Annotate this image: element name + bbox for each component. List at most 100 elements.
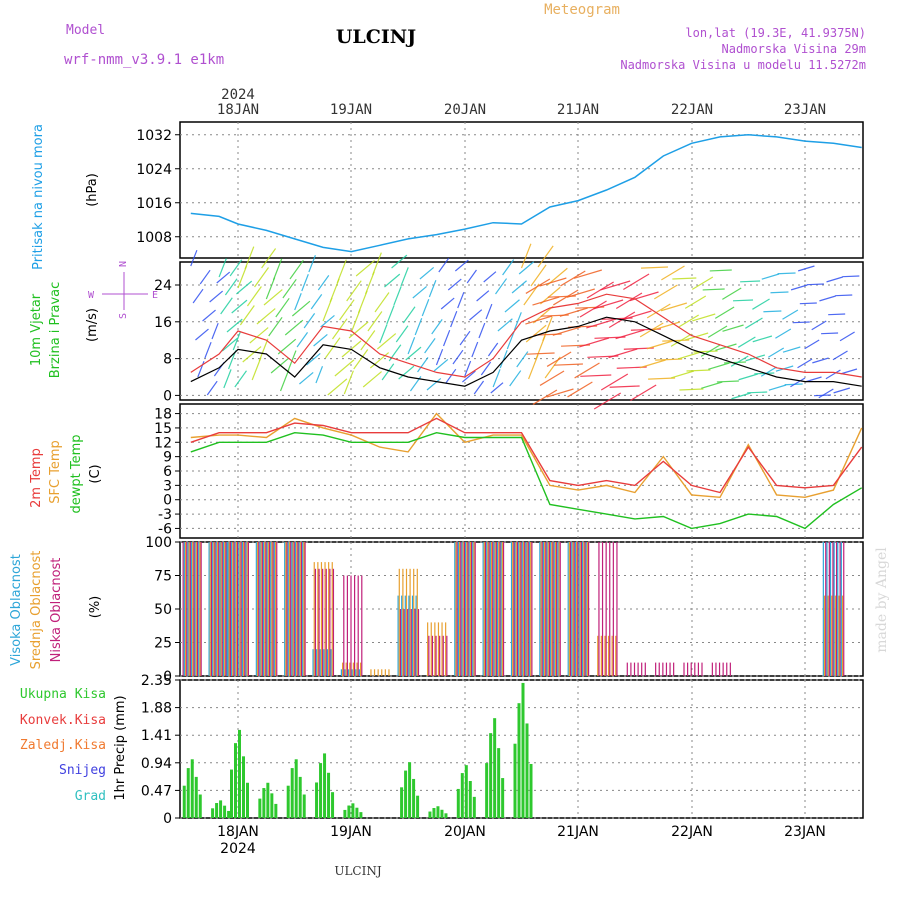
- cloud-unit: (%): [88, 596, 103, 619]
- wind-barb: [655, 358, 683, 361]
- wind-barb: [567, 381, 593, 398]
- compass-w: W: [88, 290, 95, 301]
- wind-barb: [464, 360, 472, 377]
- y-tick-label: -3: [158, 507, 172, 523]
- top-day-label: 22JAN: [671, 102, 713, 118]
- wind-barb: [487, 342, 499, 357]
- wind-barb: [469, 309, 483, 321]
- y-tick-label: 1.41: [141, 728, 172, 744]
- wind-barb: [249, 327, 269, 344]
- y-tick-label: 3: [163, 478, 172, 494]
- wind-barb: [324, 337, 341, 359]
- top-day-label: 18JAN: [217, 102, 259, 118]
- precip-bar: [428, 811, 432, 818]
- wind-barb: [218, 258, 227, 278]
- wind-barb: [232, 331, 242, 351]
- wind-barb: [462, 370, 476, 383]
- top-day-label: 21JAN: [557, 102, 599, 118]
- wind-barb: [686, 369, 711, 372]
- wind-barb: [294, 293, 302, 311]
- wind-barb: [499, 350, 508, 369]
- wind-barb: [365, 271, 375, 295]
- wind-barb: [684, 295, 707, 309]
- sfc-temp-line: [190, 412, 863, 499]
- y-tick-labels: 1008101610241032081624-6-303691215180255…: [136, 128, 172, 827]
- wind-barb: [226, 318, 243, 333]
- wind-barb: [539, 277, 567, 287]
- wind-label-2: Brzina i Pravac: [48, 282, 63, 379]
- wind-barb: [431, 319, 443, 335]
- wind-barb: [553, 363, 583, 366]
- wind-barb: [234, 370, 247, 388]
- wind-barb: [377, 333, 397, 350]
- wind-barb: [546, 351, 572, 367]
- wind-barb: [447, 278, 462, 291]
- y-tick-label: 1016: [136, 196, 172, 212]
- wind-barb: [804, 339, 820, 350]
- bottom-day-label: 19JAN: [330, 824, 372, 840]
- panel-frame: [179, 403, 864, 539]
- y-tick-label: 0: [163, 811, 172, 827]
- wind-barb: [450, 310, 458, 328]
- wind-barb: [559, 307, 588, 317]
- wind-barb: [752, 298, 770, 310]
- wind-barb: [258, 338, 269, 362]
- wind-barb: [315, 366, 324, 384]
- wind-barb: [435, 348, 444, 366]
- wind-barb: [346, 280, 362, 302]
- meteogram-label: Meteogram: [544, 2, 620, 18]
- wind-barb: [672, 277, 697, 280]
- precip-bar: [408, 762, 412, 818]
- y-tick-label: 50: [154, 602, 172, 618]
- precip-bar: [444, 813, 448, 818]
- precip-bar: [258, 798, 262, 818]
- wind-barb: [653, 284, 678, 300]
- wind-barb: [818, 388, 834, 399]
- wind-barb: [580, 374, 612, 377]
- wind-barb: [454, 259, 469, 272]
- wind-barb: [622, 310, 652, 321]
- wind-barb: [379, 324, 388, 344]
- wind-barb: [826, 276, 843, 283]
- wind-barb: [708, 362, 730, 370]
- wind-barb: [284, 319, 304, 336]
- wind-barb: [236, 280, 253, 295]
- top-day-label: 23JAN: [784, 102, 826, 118]
- wind-barb: [835, 294, 853, 297]
- precip-bar: [323, 753, 327, 818]
- wind-barb: [615, 292, 643, 309]
- temp-2m-line: [190, 417, 863, 494]
- wind-barb: [343, 370, 354, 395]
- wind-barb: [546, 388, 574, 398]
- y-tick-label: 0: [163, 493, 172, 509]
- wind-barb: [199, 269, 211, 285]
- wind-speed-line: [190, 316, 862, 387]
- wind-barb: [502, 259, 515, 276]
- precip-bar: [489, 733, 493, 818]
- wind-barb: [327, 378, 348, 396]
- wind-barb: [566, 288, 595, 298]
- precip-bar: [485, 763, 489, 818]
- y-tick-label: 24: [154, 278, 172, 294]
- wind-barb: [275, 297, 290, 318]
- precip-bar: [359, 812, 363, 818]
- wind-barb: [646, 303, 671, 319]
- wind-barb: [586, 281, 614, 299]
- wind-barb: [483, 271, 497, 283]
- wind-barb: [445, 368, 457, 384]
- model-name: wrf-nmm_v3.9.1 e1km: [64, 52, 224, 68]
- precip-bar: [521, 682, 525, 818]
- y-tick-label: -6: [158, 521, 172, 537]
- wind-barb: [553, 289, 579, 306]
- wind-barb: [761, 273, 780, 280]
- precip-bar: [412, 778, 416, 818]
- wind-barb: [195, 328, 209, 341]
- wind-barb: [310, 294, 323, 310]
- wind-barb: [768, 384, 787, 391]
- wind-barb: [362, 371, 382, 388]
- wind-barb: [615, 329, 645, 340]
- wind-barb: [384, 273, 401, 288]
- temp-label-2: SFC Temp: [48, 440, 63, 504]
- wind-barb: [586, 318, 617, 329]
